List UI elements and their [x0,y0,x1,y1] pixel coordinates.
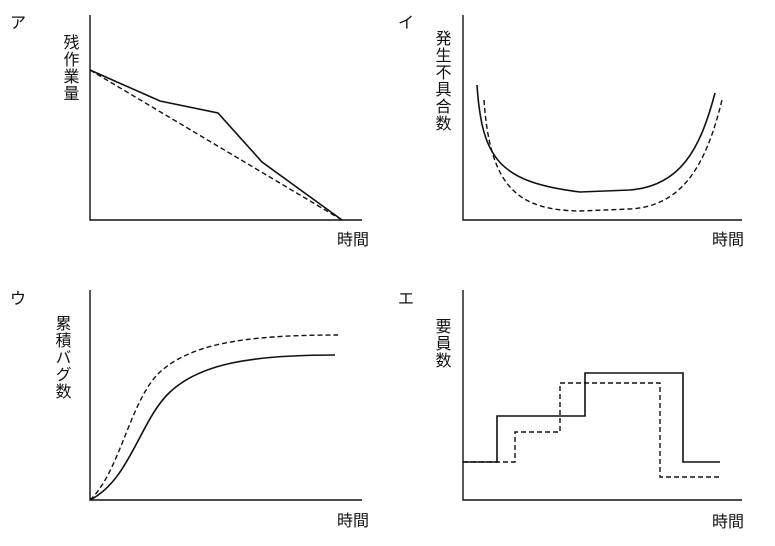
x-label: 時間 [337,230,369,249]
axes [462,15,742,221]
y-label: 要員数 [433,318,452,369]
step-dashed [463,382,722,478]
panel-label: エ [398,289,414,308]
x-label: 時間 [712,512,744,531]
panel-u: ウ 累積バグ数 時間 [10,289,369,530]
x-label: 時間 [337,511,369,530]
panel-i: イ 発生不具合数 時間 [398,13,744,249]
panel-a: ア 残作業量 時間 [10,13,369,249]
curve-dashed [89,334,339,501]
planned-line [89,69,343,221]
panel-label: ア [10,13,26,32]
y-label: 発生不具合数 [433,30,452,132]
step-solid [463,372,720,463]
panel-label: イ [398,13,414,32]
y-label: 累積バグ数 [53,315,72,400]
curve-dashed [483,99,723,212]
actual-line [89,69,343,221]
curve-solid [476,84,716,193]
y-label: 残作業量 [61,34,80,102]
axes [462,290,742,501]
panel-label: ウ [10,289,26,308]
panel-e: エ 要員数 時間 [398,289,744,531]
axes [89,15,362,221]
curve-solid [89,354,336,501]
x-label: 時間 [712,230,744,249]
axes [89,290,362,501]
